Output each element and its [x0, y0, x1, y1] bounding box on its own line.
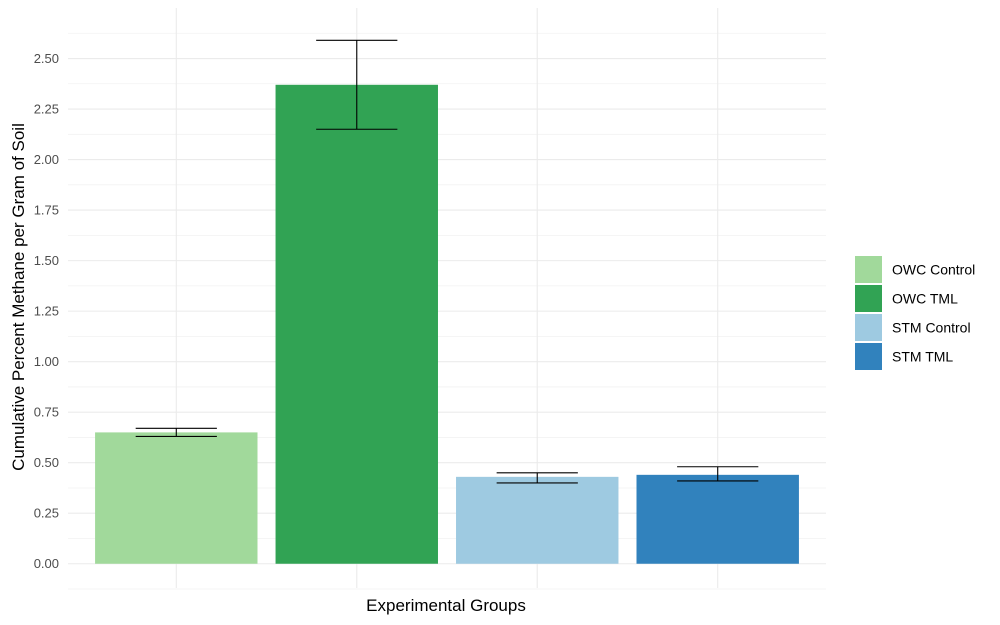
- error-bar: [135, 427, 217, 437]
- y-tick-label: 1.50: [34, 253, 59, 268]
- y-tick-label: 2.00: [34, 152, 59, 167]
- error-bars: [135, 39, 759, 484]
- legend-label: STM TML: [892, 349, 953, 365]
- legend-label: OWC Control: [892, 262, 975, 278]
- y-axis-title: Cumulative Percent Methane per Gram of S…: [9, 123, 28, 471]
- y-tick-label: 0.25: [34, 506, 59, 521]
- bar-stm-tml: [636, 474, 799, 564]
- legend-label: STM Control: [892, 320, 971, 336]
- legend: OWC Control OWC TML STM Control STM TML: [855, 256, 975, 370]
- legend-key: [855, 256, 882, 283]
- y-tick-label: 2.25: [34, 102, 59, 117]
- legend-key: [855, 314, 882, 341]
- y-tick-label: 0.00: [34, 556, 59, 571]
- y-tick-label: 0.75: [34, 405, 59, 420]
- legend-label: OWC TML: [892, 291, 958, 307]
- y-axis-ticks: 0.00 0.25 0.50 0.75 1.00 1.25 1.50 1.75 2.00 2.25…: [34, 51, 59, 571]
- legend-key: [855, 343, 882, 370]
- x-axis-title: Experimental Groups: [366, 596, 526, 615]
- error-bar: [496, 472, 578, 484]
- y-tick-label: 0.50: [34, 455, 59, 470]
- y-tick-label: 2.50: [34, 51, 59, 66]
- error-bar: [316, 39, 398, 130]
- bar-stm-control: [456, 476, 619, 564]
- y-tick-label: 1.00: [34, 354, 59, 369]
- legend-key: [855, 285, 882, 312]
- error-bar: [677, 466, 759, 482]
- bars: [95, 84, 799, 564]
- bar-owc-tml: [275, 84, 438, 564]
- y-tick-label: 1.25: [34, 304, 59, 319]
- y-tick-label: 1.75: [34, 203, 59, 218]
- bar-owc-control: [95, 432, 258, 564]
